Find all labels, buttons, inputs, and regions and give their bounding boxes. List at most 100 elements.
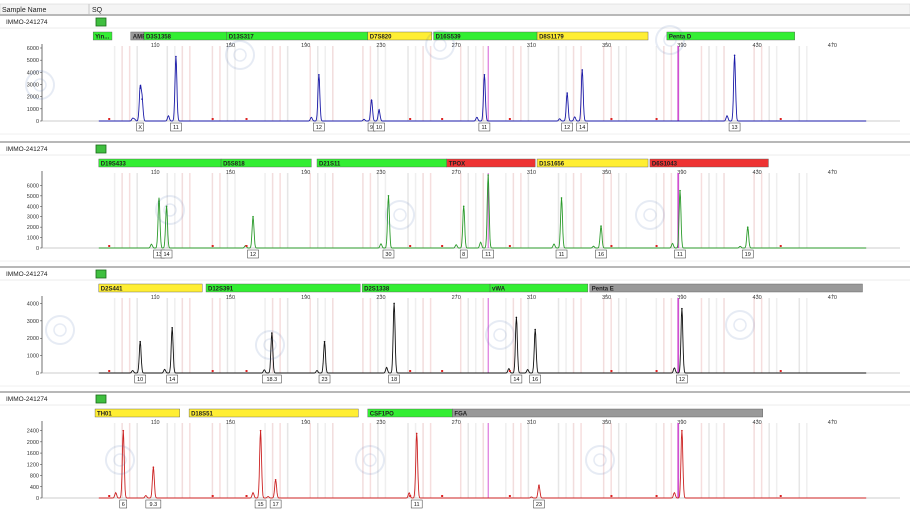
locus-bar[interactable]: [188, 408, 359, 418]
allele-label-box[interactable]: [595, 249, 607, 259]
sizing-quality-icon[interactable]: [95, 144, 107, 154]
allele-bin: [753, 173, 755, 248]
allele-label-box[interactable]: [576, 122, 588, 132]
peak-point[interactable]: [141, 98, 143, 100]
allele-bin: [610, 298, 612, 373]
locus-bar[interactable]: [220, 158, 312, 168]
locus-bar[interactable]: [452, 408, 763, 418]
locus-bar[interactable]: [666, 31, 795, 41]
allele-label-box[interactable]: [676, 374, 688, 384]
allele-label-box[interactable]: [555, 249, 568, 259]
peak-point[interactable]: [581, 69, 584, 71]
locus-bar[interactable]: [536, 158, 649, 168]
artifact-mark: [211, 245, 214, 247]
allele-label-box[interactable]: [318, 374, 331, 384]
peak-point[interactable]: [259, 429, 262, 432]
allele-label-box[interactable]: [561, 122, 573, 132]
x-tick-label: 110: [151, 420, 160, 426]
allele-label-box[interactable]: [459, 249, 468, 259]
peak-point[interactable]: [600, 225, 602, 227]
peak-point[interactable]: [415, 432, 418, 435]
locus-bar[interactable]: [589, 283, 863, 293]
allele-label-box[interactable]: [533, 499, 545, 509]
locus-bar[interactable]: [446, 158, 536, 168]
peak-point[interactable]: [122, 429, 125, 432]
allele-label-box[interactable]: [674, 249, 686, 259]
allele-label-box[interactable]: [728, 122, 741, 132]
peak-point[interactable]: [274, 478, 277, 481]
sample-name-header[interactable]: Sample Name: [2, 7, 46, 14]
sq-header[interactable]: SQ: [92, 7, 103, 14]
peak-point[interactable]: [681, 307, 683, 310]
allele-label-box[interactable]: [313, 122, 325, 132]
allele-label-box[interactable]: [382, 249, 395, 259]
locus-bar[interactable]: [94, 408, 180, 418]
peak-point[interactable]: [393, 302, 395, 305]
allele-label-box[interactable]: [478, 122, 491, 132]
peak-point[interactable]: [252, 215, 254, 218]
allele-label-box[interactable]: [170, 122, 182, 132]
allele-label-box[interactable]: [373, 122, 385, 132]
allele-label-box[interactable]: [247, 249, 259, 259]
peak-point[interactable]: [681, 429, 683, 432]
allele-label-box[interactable]: [388, 374, 400, 384]
sizing-quality-icon[interactable]: [95, 17, 107, 27]
peak-point[interactable]: [158, 200, 160, 202]
allele-label-box[interactable]: [529, 374, 541, 384]
allele-label-box[interactable]: [741, 249, 754, 259]
peak-point[interactable]: [175, 55, 177, 58]
artifact-mark: [779, 370, 782, 372]
sizing-quality-icon[interactable]: [95, 394, 107, 404]
peak-point[interactable]: [483, 73, 486, 76]
allele-label: 11: [173, 125, 179, 131]
allele-label-box[interactable]: [269, 499, 282, 509]
locus-bar[interactable]: [536, 31, 649, 41]
peak-point[interactable]: [165, 205, 168, 208]
locus-bar[interactable]: [367, 31, 432, 41]
peak-point[interactable]: [462, 205, 465, 208]
peak-point[interactable]: [679, 189, 681, 192]
x-tick-label: 150: [226, 420, 235, 426]
locus-bar[interactable]: [489, 283, 589, 293]
peak-point[interactable]: [733, 54, 736, 57]
x-tick-label: 230: [376, 43, 385, 49]
peak-point[interactable]: [746, 226, 749, 228]
allele-label-box[interactable]: [262, 374, 282, 384]
peak-point[interactable]: [534, 328, 536, 331]
allele-label-box[interactable]: [166, 374, 178, 384]
allele-label-box[interactable]: [160, 249, 173, 259]
peak-point[interactable]: [387, 195, 390, 197]
peak-point[interactable]: [560, 197, 563, 199]
peak-point[interactable]: [139, 340, 141, 343]
allele-label-box[interactable]: [510, 374, 523, 384]
allele-label-box[interactable]: [145, 499, 162, 509]
allele-label-box[interactable]: [136, 122, 144, 132]
watermark-logo: [655, 25, 685, 55]
artifact-mark: [779, 245, 782, 247]
allele-label-box[interactable]: [254, 499, 267, 509]
allele-label-box[interactable]: [482, 249, 494, 259]
locus-bar[interactable]: [92, 31, 113, 41]
allele-label-box[interactable]: [410, 499, 423, 509]
peak-point[interactable]: [515, 316, 518, 319]
peak-point[interactable]: [487, 174, 489, 176]
sizing-quality-icon[interactable]: [95, 269, 107, 279]
allele-label-box[interactable]: [134, 374, 146, 384]
peak-point[interactable]: [323, 340, 326, 343]
peak-point[interactable]: [139, 87, 141, 89]
peak-point[interactable]: [171, 327, 173, 329]
allele-label-box[interactable]: [119, 499, 128, 509]
peak-point[interactable]: [538, 484, 540, 487]
peak-point[interactable]: [378, 109, 380, 111]
peak-point[interactable]: [271, 332, 273, 334]
locus-bar[interactable]: [205, 283, 361, 293]
peak-point[interactable]: [370, 99, 373, 102]
peak-point[interactable]: [318, 73, 320, 76]
artifact-mark: [409, 245, 412, 247]
peak-point[interactable]: [566, 92, 568, 94]
locus-bar[interactable]: [98, 283, 203, 293]
allele-bin: [475, 46, 477, 121]
locus-bar[interactable]: [649, 158, 769, 168]
peak-point[interactable]: [152, 466, 155, 468]
x-tick-label: 310: [527, 295, 536, 301]
